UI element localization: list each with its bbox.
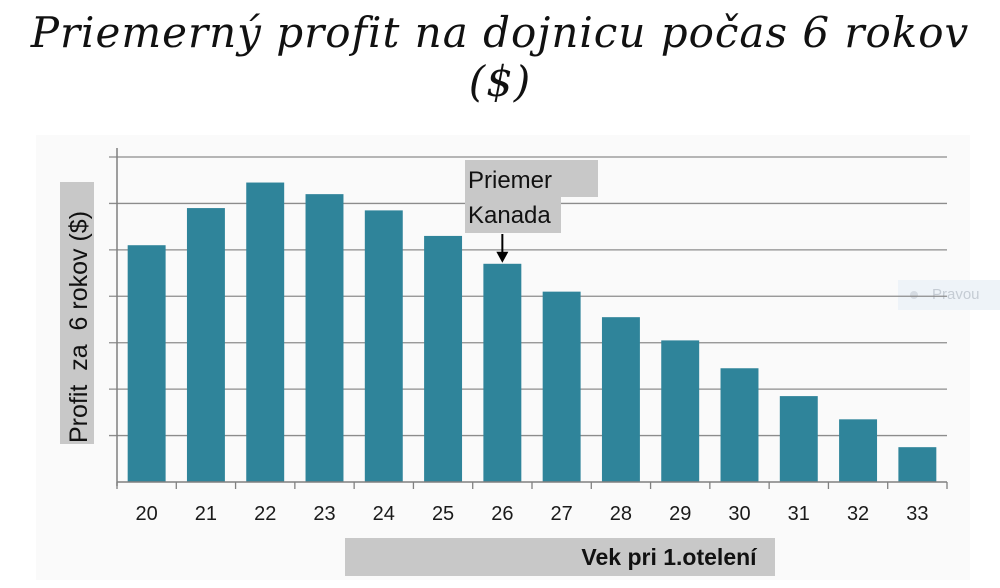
x-tick-label-31: 31 xyxy=(788,503,810,525)
annotation-box-bottom xyxy=(465,197,561,233)
annotation-line2: Kanada xyxy=(468,202,551,229)
bar-28 xyxy=(601,317,640,482)
x-tick-label-29: 29 xyxy=(669,503,691,525)
axes xyxy=(116,148,948,489)
annotation-line1: Priemer xyxy=(468,167,552,194)
annotation-arrow-head-icon xyxy=(496,251,509,263)
bar-26 xyxy=(483,263,522,482)
x-tick-label-30: 30 xyxy=(728,503,750,525)
x-tick-label-27: 27 xyxy=(551,503,573,525)
x-tick-label-25: 25 xyxy=(432,503,454,525)
x-tick-labels: 20 21 22 23 24 25 26 27 28 29 30 31 32 33 xyxy=(136,503,929,525)
bar-23 xyxy=(305,194,344,482)
tooltip-dot-icon xyxy=(910,291,918,300)
bar-24 xyxy=(364,210,403,482)
y-axis-label-box xyxy=(60,182,94,444)
x-tick-label-32: 32 xyxy=(847,503,869,525)
annotation-group: Priemer Kanada xyxy=(465,160,598,263)
x-axis-label-box xyxy=(345,538,775,576)
ghost-tooltip-text: Pravou xyxy=(932,286,980,303)
annotation-box-top xyxy=(465,160,598,197)
x-tick-label-20: 20 xyxy=(136,503,158,525)
x-axis-label-group: Vek pri 1.otelení xyxy=(345,538,775,576)
bar-22 xyxy=(246,182,285,483)
chart-title: Priemerný profit na dojnicu počas 6 roko… xyxy=(30,8,970,106)
bar-30 xyxy=(720,368,759,482)
y-axis-label-group: Profit za 6 rokov ($) xyxy=(60,182,94,444)
bar-20 xyxy=(127,245,166,482)
bars xyxy=(127,182,937,483)
x-tick-label-22: 22 xyxy=(254,503,276,525)
ghost-tooltip: Pravou xyxy=(898,280,1000,310)
bar-32 xyxy=(839,419,878,482)
bar-27 xyxy=(542,291,581,482)
y-axis-label: Profit za 6 rokov ($) xyxy=(65,211,93,443)
bar-21 xyxy=(186,208,225,483)
bar-25 xyxy=(424,235,463,482)
x-tick-label-26: 26 xyxy=(491,503,513,525)
bar-29 xyxy=(661,340,700,482)
bar-33 xyxy=(898,447,937,482)
x-tick-label-24: 24 xyxy=(373,503,395,525)
bar-31 xyxy=(779,396,818,482)
x-tick-label-23: 23 xyxy=(313,503,335,525)
x-tick-label-21: 21 xyxy=(195,503,217,525)
x-tick-label-33: 33 xyxy=(906,503,928,525)
x-axis-label: Vek pri 1.otelení xyxy=(581,544,758,570)
x-tick-label-28: 28 xyxy=(610,503,632,525)
